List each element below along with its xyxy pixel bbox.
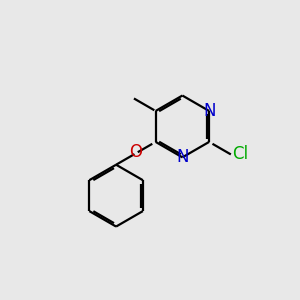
Text: Cl: Cl	[232, 146, 248, 164]
Text: N: N	[176, 148, 189, 166]
Text: O: O	[129, 143, 142, 161]
Text: N: N	[203, 102, 215, 120]
